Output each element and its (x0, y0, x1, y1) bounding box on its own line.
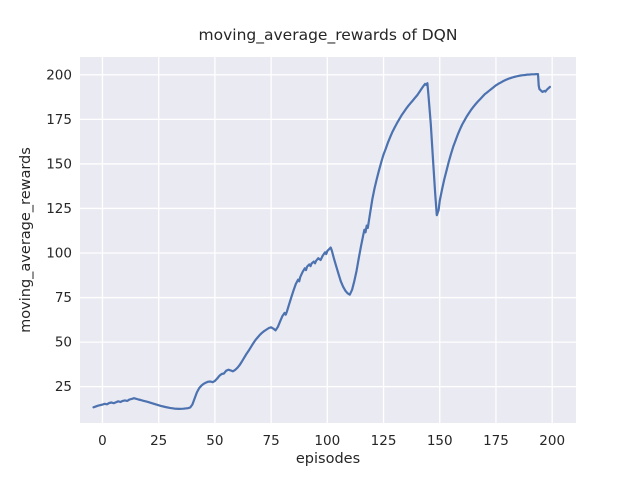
y-tick-label: 25 (55, 379, 72, 395)
x-tick-label: 0 (98, 433, 107, 449)
x-tick-label: 175 (483, 433, 509, 449)
x-tick-label: 100 (314, 433, 340, 449)
reward-line (92, 72, 552, 410)
data-series (92, 72, 552, 410)
x-tick-label: 50 (206, 433, 223, 449)
y-tick-label: 75 (55, 290, 72, 306)
chart-title: moving_average_rewards of DQN (199, 26, 458, 45)
x-tick-label: 200 (539, 433, 565, 449)
x-tick-label: 75 (263, 433, 280, 449)
y-tick-label: 150 (46, 156, 72, 172)
x-tick-labels: 0 25 50 75 100 125 150 175 200 (98, 433, 565, 449)
x-tick-label: 150 (427, 433, 453, 449)
y-tick-label: 50 (55, 335, 72, 351)
x-axis-label: episodes (296, 451, 360, 467)
y-tick-labels: 25 50 75 100 125 150 175 200 (46, 67, 72, 395)
y-tick-label: 175 (46, 112, 72, 128)
y-tick-label: 100 (46, 246, 72, 262)
y-axis-label: moving_average_rewards (18, 147, 34, 333)
x-tick-label: 125 (371, 433, 397, 449)
y-tick-label: 125 (46, 201, 72, 217)
axes-background (80, 57, 576, 423)
y-tick-label: 200 (46, 67, 72, 83)
x-tick-label: 25 (150, 433, 167, 449)
gridlines (80, 57, 576, 423)
